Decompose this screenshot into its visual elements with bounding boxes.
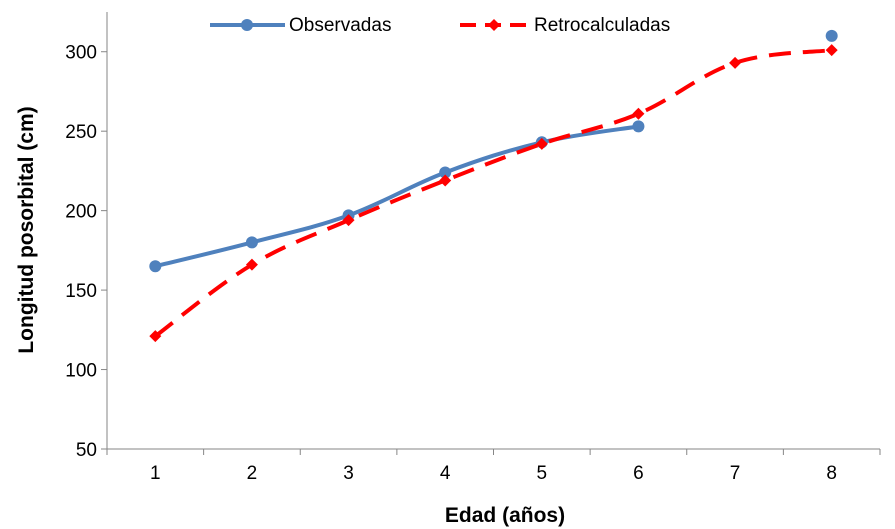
y-tick-label: 100 xyxy=(65,361,97,382)
x-tick-label: 4 xyxy=(440,463,451,484)
x-tick-label: 3 xyxy=(343,463,354,484)
legend-marker-retrocalculadas xyxy=(488,19,500,31)
series-retrocalculadas xyxy=(149,44,838,343)
y-tick-label: 50 xyxy=(76,440,97,461)
legend-marker-observadas xyxy=(241,19,253,31)
data-point-observadas xyxy=(439,166,452,179)
y-tick-label: 150 xyxy=(65,281,97,302)
data-point-retrocalculadas xyxy=(439,174,452,187)
y-axis-title: Longitud posorbital (cm) xyxy=(15,106,38,353)
x-tick-label: 8 xyxy=(826,463,837,484)
data-point-observadas xyxy=(149,260,162,273)
legend-label-retrocalculadas: Retrocalculadas xyxy=(534,15,670,36)
data-point-retrocalculadas xyxy=(149,330,162,343)
data-point-retrocalculadas xyxy=(632,107,645,120)
series-layer xyxy=(149,29,838,343)
data-point-retrocalculadas xyxy=(245,258,258,271)
x-tick-label: 5 xyxy=(537,463,548,484)
data-point-retrocalculadas xyxy=(825,44,838,57)
x-axis-title: Edad (años) xyxy=(445,504,565,527)
legend: Observadas Retrocalculadas xyxy=(210,15,670,36)
data-point-retrocalculadas xyxy=(729,56,742,69)
x-tick-label: 6 xyxy=(633,463,644,484)
data-point-observadas xyxy=(825,29,838,42)
legend-label-observadas: Observadas xyxy=(289,15,391,36)
x-tick-label: 1 xyxy=(150,463,161,484)
axes: 50 100 150 200 250 300 1 2 3 4 5 6 7 8 xyxy=(65,12,881,484)
series-line-observadas xyxy=(154,124,639,269)
series-line-retrocalculadas xyxy=(154,48,832,338)
x-tick-label: 7 xyxy=(730,463,741,484)
x-tick-label: 2 xyxy=(247,463,258,484)
data-point-retrocalculadas xyxy=(535,137,548,150)
y-tick-label: 250 xyxy=(65,122,97,143)
data-point-observadas xyxy=(632,120,645,133)
data-point-observadas xyxy=(245,236,258,249)
data-point-retrocalculadas xyxy=(342,214,355,227)
y-tick-label: 200 xyxy=(65,202,97,223)
y-tick-label: 300 xyxy=(65,43,97,64)
